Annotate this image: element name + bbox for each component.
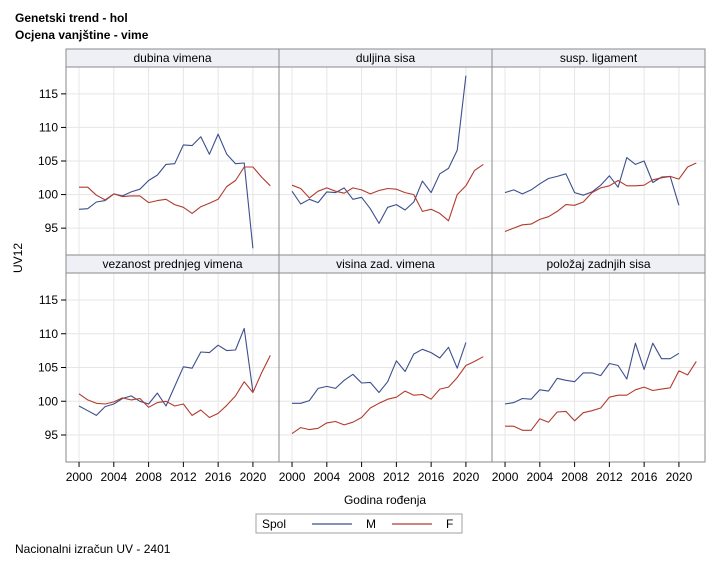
panel-title: susp. ligament — [560, 51, 638, 65]
chart-title: Genetski trend - hol — [15, 11, 128, 25]
x-tick-label: 2016 — [418, 470, 445, 484]
legend-label-F: F — [446, 517, 453, 531]
x-tick-label: 2000 — [279, 470, 306, 484]
x-tick-label: 2004 — [100, 470, 127, 484]
series-line-F — [504, 162, 697, 233]
x-tick-label: 2008 — [348, 470, 375, 484]
y-tick-label: 100 — [38, 188, 58, 202]
x-tick-label: 2004 — [526, 470, 553, 484]
panel-2: duljina sisa — [278, 48, 493, 256]
panel-1: dubina vimena 95 100 105 110 115 — [38, 48, 280, 256]
x-tick-label: 2020 — [666, 470, 693, 484]
panel-frame — [491, 272, 706, 463]
x-axis-label: Godina rođenja — [344, 493, 426, 507]
x-tick-label: 2012 — [383, 470, 410, 484]
panel-title: duljina sisa — [356, 51, 416, 65]
panel-title: dubina vimena — [133, 51, 211, 65]
y-tick-label: 105 — [38, 361, 58, 375]
y-tick-label: 95 — [45, 428, 59, 442]
y-tick-label: 95 — [45, 221, 59, 235]
series-line-M — [291, 75, 467, 224]
x-tick-label: 2004 — [313, 470, 340, 484]
series-line-F — [78, 355, 271, 419]
series-line-M — [292, 342, 467, 404]
x-tick-label: 2008 — [561, 470, 588, 484]
y-tick-label: 115 — [39, 87, 58, 101]
legend-title: Spol — [262, 517, 286, 531]
x-tick-label: 2020 — [240, 470, 267, 484]
x-tick-label: 2008 — [135, 470, 162, 484]
chart-subtitle: Ocjena vanjštine - vime — [15, 28, 149, 42]
series-line-F — [291, 163, 484, 222]
y-tick-label: 100 — [38, 394, 58, 408]
series-line-M — [504, 342, 680, 405]
series-line-M — [78, 327, 254, 416]
x-tick-label: 2000 — [492, 470, 519, 484]
series-line-M — [504, 157, 680, 206]
x-tick-label: 2020 — [453, 470, 480, 484]
legend: Spol M F — [255, 513, 463, 534]
legend-label-M: M — [366, 517, 376, 531]
panel-3: susp. ligament — [491, 48, 706, 256]
x-tick-label: 2016 — [631, 470, 658, 484]
x-tick-label: 2012 — [170, 470, 197, 484]
panel-title: visina zad. vimena — [336, 257, 435, 271]
series-line-M — [78, 133, 254, 249]
x-tick-label: 2016 — [205, 470, 232, 484]
panel-6: položaj zadnjih sisa 2000 2004 2008 2012 2016… — [491, 254, 706, 484]
legend-box — [255, 513, 463, 534]
series-line-F — [505, 361, 697, 431]
y-tick-label: 110 — [39, 327, 58, 341]
x-tick-label: 2000 — [66, 470, 93, 484]
x-tick-label: 2012 — [596, 470, 623, 484]
y-tick-label: 110 — [39, 120, 58, 134]
y-tick-label: 105 — [38, 154, 58, 168]
footnote: Nacionalni izračun UV - 2401 — [15, 542, 171, 556]
panel-4: vezanost prednjeg vimena 95 100 105 110 115 20… — [38, 254, 280, 484]
panel-title: vezanost prednjeg vimena — [102, 257, 242, 271]
panel-title: položaj zadnjih sisa — [546, 257, 650, 271]
series-line-F — [291, 356, 484, 435]
y-tick-label: 115 — [39, 293, 58, 307]
panel-5: visina zad. vimena 2000 2004 2008 2012 2016 20… — [278, 254, 493, 484]
series-line-F — [79, 166, 271, 214]
y-axis-label: UV12 — [11, 243, 25, 273]
